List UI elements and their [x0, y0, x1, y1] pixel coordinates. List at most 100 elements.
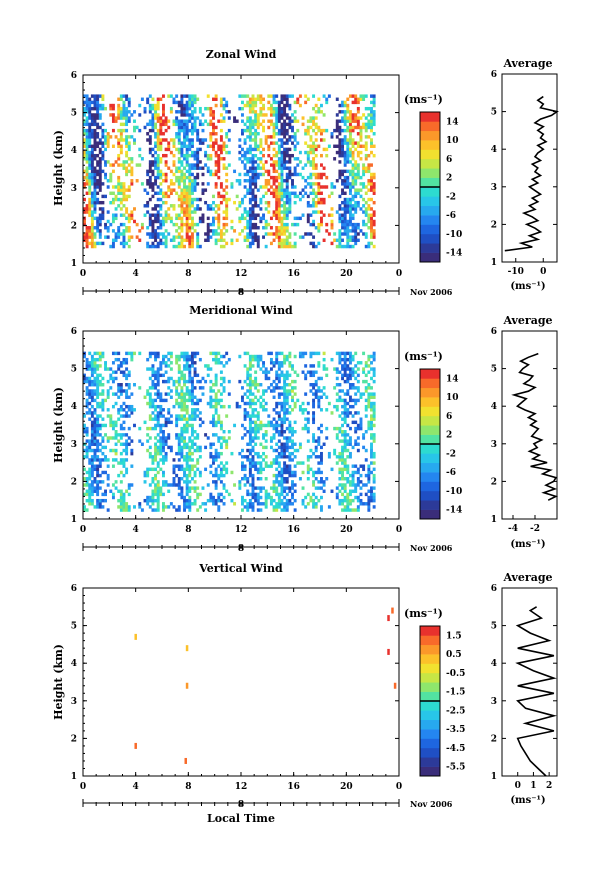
heatmap-cell — [362, 94, 366, 98]
heatmap-cell — [183, 354, 186, 359]
heatmap-cell — [98, 505, 102, 509]
heatmap-cell — [283, 94, 287, 98]
heatmap-cell — [183, 94, 186, 98]
heatmap-cell — [251, 411, 255, 415]
heatmap-cell — [154, 122, 158, 127]
heatmap-cell — [98, 401, 102, 406]
heatmap-cell — [190, 439, 194, 443]
heatmap-cell — [122, 204, 126, 208]
heatmap-cell — [296, 373, 300, 378]
heatmap-cell — [83, 119, 86, 123]
heatmap-cell — [222, 486, 226, 490]
heatmap-cell — [83, 467, 86, 472]
heatmap-cell — [254, 103, 258, 108]
heatmap-cell — [214, 398, 218, 403]
heatmap-cell — [359, 392, 363, 396]
heatmap-cell — [172, 235, 176, 239]
heatmap-cell — [251, 480, 255, 484]
heatmap-cell — [96, 373, 100, 378]
heatmap-cell — [209, 132, 213, 136]
heatmap-cell — [98, 486, 102, 490]
heatmap-cell — [238, 486, 242, 490]
heatmap-cell — [188, 113, 192, 117]
heatmap-cell — [125, 128, 129, 133]
heatmap-cell — [151, 411, 155, 415]
heatmap-cell — [175, 222, 179, 227]
heatmap-cell — [251, 122, 255, 127]
heatmap-cell — [356, 175, 360, 180]
heatmap-cell — [201, 188, 205, 192]
heatmap-cell — [346, 153, 350, 158]
heatmap-cell — [135, 235, 139, 239]
heatmap-cell — [156, 191, 160, 195]
heatmap-cell — [198, 473, 202, 478]
heatmap-cell — [277, 175, 281, 180]
heatmap-cell — [148, 455, 152, 459]
heatmap-cell — [90, 172, 94, 177]
heatmap-cell — [293, 132, 297, 136]
heatmap-cell — [256, 470, 260, 475]
heatmap-cell — [288, 207, 292, 211]
heatmap-cell — [288, 364, 292, 368]
heatmap-cell — [346, 477, 350, 481]
heatmap-cell — [119, 185, 123, 189]
heatmap-cell — [156, 411, 160, 415]
heatmap-cell — [285, 238, 289, 242]
heatmap-cell — [117, 188, 121, 192]
heatmap-cell — [180, 210, 184, 214]
heatmap-cell — [275, 232, 279, 236]
heatmap-cell — [264, 502, 268, 506]
heatmap-cell — [190, 144, 194, 148]
heatmap-cell — [293, 172, 297, 177]
heatmap-cell — [364, 185, 368, 189]
heatmap-cell — [162, 508, 165, 512]
heatmap-cell — [248, 232, 252, 236]
heatmap-cell — [267, 370, 271, 374]
heatmap-cell — [359, 361, 363, 365]
heatmap-cell — [148, 103, 152, 108]
heatmap-cell — [164, 361, 168, 365]
heatmap-cell — [320, 451, 323, 456]
heatmap-cell — [354, 489, 358, 493]
heatmap-cell — [127, 100, 131, 105]
heatmap-cell — [119, 433, 123, 437]
heatmap-cell — [146, 401, 150, 406]
heatmap-cell — [204, 467, 208, 472]
heatmap-cell — [272, 166, 276, 170]
heatmap-cell — [183, 179, 186, 183]
heatmap-cell — [272, 169, 276, 174]
heatmap-cell — [354, 351, 358, 356]
heatmap-cell — [188, 480, 192, 484]
heatmap-cell — [127, 103, 131, 108]
heatmap-cell — [235, 401, 239, 406]
heatmap-cell — [151, 458, 155, 462]
heatmap-cell — [93, 200, 97, 205]
heatmap-cell — [254, 141, 258, 145]
heatmap-cell — [85, 448, 89, 453]
heatmap-cell — [177, 166, 181, 170]
heatmap-cell — [156, 138, 160, 142]
heatmap-cell — [267, 172, 271, 177]
heatmap-cell — [348, 483, 352, 487]
heatmap-cell — [267, 423, 271, 428]
heatmap-cell — [90, 175, 94, 180]
heatmap-cell — [196, 235, 200, 239]
heatmap-cell — [98, 185, 102, 189]
heatmap-cell — [188, 448, 192, 453]
heatmap-cell — [180, 401, 184, 406]
heatmap-cell — [351, 153, 355, 158]
heatmap-cell — [275, 210, 279, 214]
heatmap-cell — [356, 141, 360, 145]
heatmap-cell — [243, 414, 247, 418]
heatmap-cell — [364, 207, 368, 211]
heatmap-cell — [230, 470, 234, 475]
heatmap-cell — [262, 404, 265, 409]
heatmap-cell — [351, 470, 355, 475]
heatmap-cell — [88, 477, 92, 481]
heatmap-cell — [248, 401, 252, 406]
heatmap-cell — [343, 442, 347, 446]
heatmap-cell — [101, 122, 105, 127]
heatmap-cell — [341, 147, 344, 152]
heatmap-cell — [127, 116, 131, 120]
heatmap-cell — [285, 213, 289, 217]
